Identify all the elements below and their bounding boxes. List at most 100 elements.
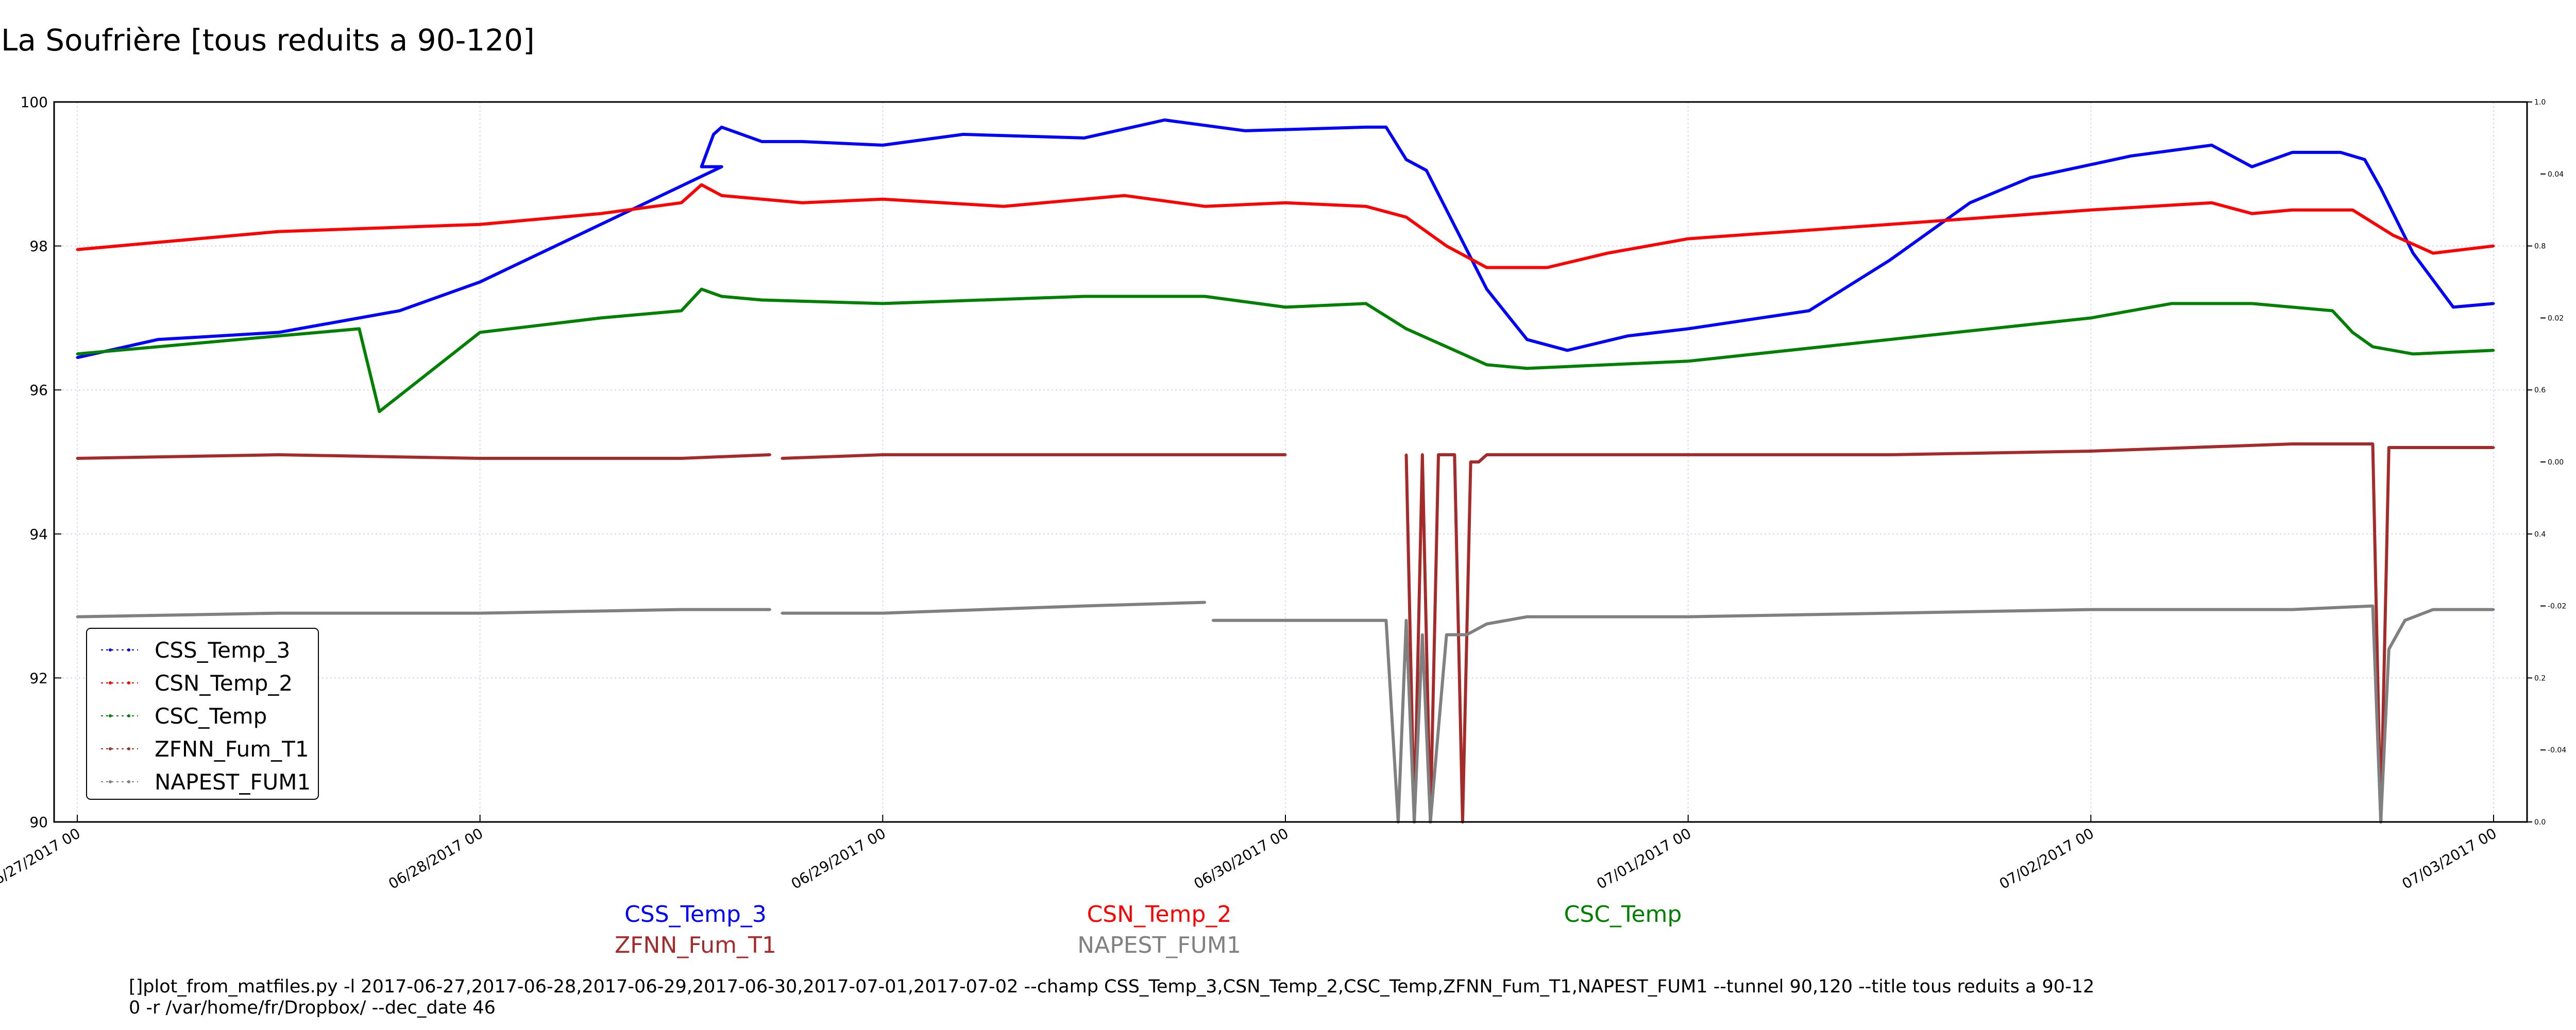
data-point-CSC_Temp xyxy=(277,334,280,337)
data-point-NAPEST_FUM1 xyxy=(1445,633,1448,636)
data-point-CSN_Temp_2 xyxy=(1485,266,1488,269)
data-point-CSS_Temp_3 xyxy=(1888,259,1891,262)
legend-marker xyxy=(127,714,130,717)
series-label: CSS_Temp_3 xyxy=(624,901,767,928)
data-point-NAPEST_FUM1 xyxy=(2492,608,2495,611)
legend-marker xyxy=(127,648,130,651)
data-point-CSS_Temp_3 xyxy=(2492,302,2495,305)
series-line-ZFNN_Fum_T1 xyxy=(782,453,1285,460)
legend-label: ZFNN_Fum_T1 xyxy=(155,736,309,762)
data-point-NAPEST_FUM1 xyxy=(277,612,280,615)
data-point-CSN_Temp_2 xyxy=(1364,205,1367,208)
data-point-ZFNN_Fum_T1 xyxy=(1485,453,1488,456)
chart-title: La Soufrière [tous reduits a 90-120] xyxy=(1,23,535,58)
series-line-NAPEST_FUM1 xyxy=(782,600,1205,615)
right-inner-tick-label: 0.00 xyxy=(2548,458,2564,467)
data-point-ZFNN_Fum_T1 xyxy=(1687,453,1690,456)
data-point-CSS_Temp_3 xyxy=(2210,144,2213,147)
data-point-CSN_Temp_2 xyxy=(2351,209,2354,212)
right-axis: 0.0 0.2 0.4 0.6 0.8 1.0 -0.04 -0.02 0.00 0.02 0.04 xyxy=(2527,98,2566,827)
data-point-CSS_Temp_3 xyxy=(1384,126,1387,129)
data-point-ZFNN_Fum_T1 xyxy=(769,453,771,456)
right-tick-label: 0.6 xyxy=(2534,386,2546,394)
data-point-ZFNN_Fum_T1 xyxy=(680,457,683,460)
data-point-CSS_Temp_3 xyxy=(599,223,602,226)
x-tick-label: 06/30/2017 00 xyxy=(1191,825,1292,892)
legend: CSS_Temp_3 CSN_Temp_2 CSC_Temp ZFNN_Fum_T1 N… xyxy=(86,628,319,800)
data-point-CSN_Temp_2 xyxy=(1204,205,1207,208)
data-point-NAPEST_FUM1 xyxy=(1284,619,1287,622)
data-point-CSS_Temp_3 xyxy=(2029,176,2032,179)
data-point-CSC_Temp xyxy=(700,288,703,290)
series-line-ZFNN_Fum_T1 xyxy=(77,453,770,460)
x-tick-label: 06/28/2017 00 xyxy=(385,825,486,892)
data-point-CSN_Temp_2 xyxy=(2210,201,2213,204)
data-point-CSS_Temp_3 xyxy=(700,165,703,168)
data-point-NAPEST_FUM1 xyxy=(479,612,482,615)
data-point-CSS_Temp_3 xyxy=(2291,151,2294,154)
data-point-CSS_Temp_3 xyxy=(1566,349,1569,352)
series-line-NAPEST_FUM1 xyxy=(77,608,770,619)
right-inner-tick-label: 0.02 xyxy=(2548,314,2564,322)
data-point-CSS_Temp_3 xyxy=(1082,136,1086,140)
data-point-CSN_Temp_2 xyxy=(277,230,280,233)
data-point-CSN_Temp_2 xyxy=(2250,212,2253,215)
data-point-CSS_Temp_3 xyxy=(1445,209,1448,212)
data-point-CSS_Temp_3 xyxy=(277,331,280,334)
data-point-CSN_Temp_2 xyxy=(2392,234,2395,237)
data-point-CSC_Temp xyxy=(2250,302,2253,305)
series-labels-below: CSS_Temp_3 CSN_Temp_2 CSC_Temp ZFNN_Fum_T1 N… xyxy=(615,901,1682,958)
data-point-CSN_Temp_2 xyxy=(2089,209,2092,212)
data-point-CSC_Temp xyxy=(1405,327,1408,330)
data-point-ZFNN_Fum_T1 xyxy=(479,457,482,460)
data-point-CSC_Temp xyxy=(760,299,764,301)
data-point-ZFNN_Fum_T1 xyxy=(2387,446,2391,449)
legend-marker xyxy=(109,747,112,750)
legend-marker xyxy=(109,648,112,651)
data-point-NAPEST_FUM1 xyxy=(1888,612,1891,615)
data-point-CSS_Temp_3 xyxy=(1244,129,1247,132)
data-point-CSC_Temp xyxy=(1082,295,1086,298)
data-point-CSC_Temp xyxy=(720,295,723,298)
data-point-CSN_Temp_2 xyxy=(1687,237,1690,241)
data-point-CSC_Temp xyxy=(2371,345,2374,348)
series-label: ZFNN_Fum_T1 xyxy=(615,932,776,958)
data-point-CSS_Temp_3 xyxy=(2412,252,2415,255)
data-point-NAPEST_FUM1 xyxy=(1384,619,1387,622)
data-point-NAPEST_FUM1 xyxy=(76,615,79,619)
data-point-CSN_Temp_2 xyxy=(881,198,884,201)
data-point-ZFNN_Fum_T1 xyxy=(1477,460,1480,464)
legend-label: CSN_Temp_2 xyxy=(155,671,293,696)
command-line-2: 0 -r /var/home/fr/Dropbox/ --dec_date 46 xyxy=(129,998,496,1018)
grid-lines xyxy=(54,101,2527,822)
data-point-CSN_Temp_2 xyxy=(801,201,804,204)
y-tick-label: 92 xyxy=(29,670,48,686)
series-layer xyxy=(76,118,2495,823)
data-point-CSN_Temp_2 xyxy=(2432,252,2435,255)
data-point-ZFNN_Fum_T1 xyxy=(2492,446,2495,449)
x-tick-label: 07/02/2017 00 xyxy=(1996,825,2097,892)
data-point-CSN_Temp_2 xyxy=(1445,245,1448,248)
data-point-CSS_Temp_3 xyxy=(720,165,723,168)
data-point-CSC_Temp xyxy=(1204,295,1207,298)
right-inner-tick-label: -0.02 xyxy=(2548,603,2566,611)
right-tick-label: 0.2 xyxy=(2534,674,2546,682)
data-point-CSS_Temp_3 xyxy=(1405,158,1408,161)
data-point-CSS_Temp_3 xyxy=(479,281,482,283)
legend-marker xyxy=(127,780,130,783)
data-point-ZFNN_Fum_T1 xyxy=(1421,453,1424,456)
data-point-CSN_Temp_2 xyxy=(1405,216,1408,219)
data-point-ZFNN_Fum_T1 xyxy=(881,453,884,456)
data-point-NAPEST_FUM1 xyxy=(1526,615,1529,619)
data-point-CSN_Temp_2 xyxy=(1002,205,1005,208)
legend-marker xyxy=(127,681,130,684)
data-point-CSN_Temp_2 xyxy=(680,201,683,204)
legend-box xyxy=(86,628,319,800)
data-point-NAPEST_FUM1 xyxy=(1082,605,1086,608)
legend-label: CSC_Temp xyxy=(155,703,267,729)
data-point-NAPEST_FUM1 xyxy=(2403,619,2406,622)
data-point-CSC_Temp xyxy=(2412,352,2415,355)
data-point-NAPEST_FUM1 xyxy=(2371,605,2374,608)
data-point-CSN_Temp_2 xyxy=(1888,223,1891,226)
right-tick-label: 0.0 xyxy=(2534,818,2546,827)
